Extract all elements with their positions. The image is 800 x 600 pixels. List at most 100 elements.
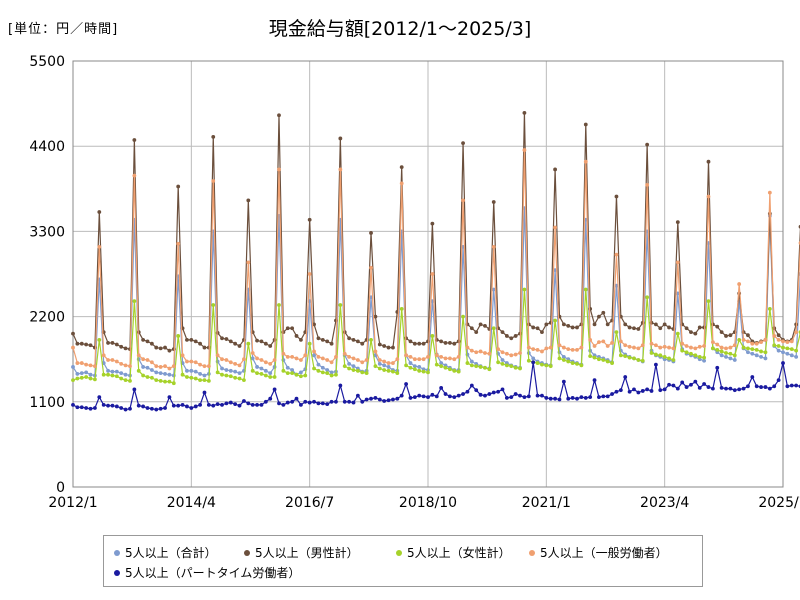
data-point	[579, 345, 584, 350]
data-point	[500, 361, 505, 366]
data-point	[746, 350, 750, 355]
data-point	[255, 403, 259, 407]
data-point	[136, 368, 141, 373]
data-point	[483, 393, 487, 398]
data-point	[675, 386, 680, 391]
data-point	[185, 368, 189, 373]
data-point	[180, 403, 185, 407]
data-point	[417, 341, 422, 346]
data-point	[421, 357, 426, 362]
data-point	[540, 362, 544, 367]
data-point	[632, 345, 636, 350]
legend-label: 5人以上（パートタイム労働者）	[125, 566, 301, 580]
x-tick-label: 2021/1	[522, 495, 571, 511]
data-point	[132, 138, 137, 142]
data-point	[614, 194, 619, 199]
x-tick-label: 2014/4	[167, 495, 216, 511]
data-point	[421, 394, 426, 399]
data-point	[373, 349, 378, 354]
data-point	[404, 382, 408, 386]
data-point	[377, 358, 382, 362]
legend-label: 5人以上（合計）	[125, 546, 217, 560]
data-point	[654, 322, 658, 327]
data-point	[610, 392, 614, 396]
data-point	[312, 366, 316, 371]
data-point	[272, 387, 277, 392]
data-point	[702, 382, 707, 386]
data-point	[618, 339, 623, 344]
data-point	[114, 369, 119, 374]
data-point	[548, 364, 553, 369]
data-point	[404, 353, 408, 358]
data-point	[325, 339, 330, 344]
data-point	[715, 342, 720, 347]
data-point	[540, 330, 544, 334]
data-point	[605, 322, 610, 327]
data-point	[307, 400, 312, 405]
data-point	[566, 396, 571, 401]
unit-label: [単位：円／時間]	[8, 22, 119, 37]
data-point	[110, 403, 115, 408]
data-point	[377, 366, 382, 371]
data-point	[360, 399, 365, 404]
data-point	[88, 343, 93, 348]
data-point	[553, 225, 557, 230]
data-point	[434, 394, 439, 399]
data-point	[224, 401, 229, 406]
data-point	[320, 370, 325, 375]
data-point	[228, 374, 233, 379]
data-point	[469, 383, 474, 388]
data-point	[491, 200, 496, 204]
x-tick-label: 2012/1	[48, 495, 97, 511]
data-point	[632, 326, 636, 331]
data-point	[746, 384, 750, 389]
data-point	[750, 341, 755, 346]
data-point	[399, 165, 404, 170]
data-point	[518, 351, 522, 355]
data-point	[794, 383, 799, 388]
data-point	[465, 345, 470, 350]
data-point	[789, 347, 794, 352]
data-point	[732, 388, 737, 393]
data-point	[662, 344, 667, 349]
data-point	[671, 346, 676, 351]
data-point	[443, 392, 448, 396]
data-point	[386, 398, 391, 403]
data-point	[215, 370, 220, 375]
data-point	[759, 385, 763, 389]
data-point	[509, 364, 514, 369]
data-point	[215, 353, 220, 358]
data-point	[553, 318, 557, 323]
data-point	[268, 375, 273, 379]
data-point	[364, 371, 369, 376]
data-point	[237, 363, 242, 368]
data-point	[84, 342, 89, 347]
data-point	[754, 348, 759, 352]
data-point	[176, 334, 181, 338]
series-line	[72, 150, 800, 370]
data-point	[474, 388, 479, 393]
data-point	[640, 358, 645, 363]
data-point	[119, 344, 124, 349]
data-point	[448, 394, 452, 399]
data-point	[342, 399, 347, 404]
data-point	[592, 344, 597, 348]
data-point	[430, 272, 435, 276]
data-point	[75, 372, 80, 376]
data-point	[767, 306, 772, 311]
data-point	[299, 370, 303, 375]
data-point	[382, 363, 387, 368]
data-point	[180, 353, 185, 358]
data-point	[575, 396, 579, 401]
data-point	[128, 364, 132, 369]
data-point	[592, 355, 597, 360]
data-point	[369, 231, 373, 235]
data-point	[627, 389, 632, 394]
data-point	[684, 326, 689, 331]
data-point	[592, 378, 597, 383]
data-point	[732, 358, 737, 362]
data-point	[189, 359, 194, 364]
data-point	[79, 405, 84, 410]
legend-label: 5人以上（一般労働者）	[540, 546, 668, 560]
data-point	[79, 375, 84, 380]
